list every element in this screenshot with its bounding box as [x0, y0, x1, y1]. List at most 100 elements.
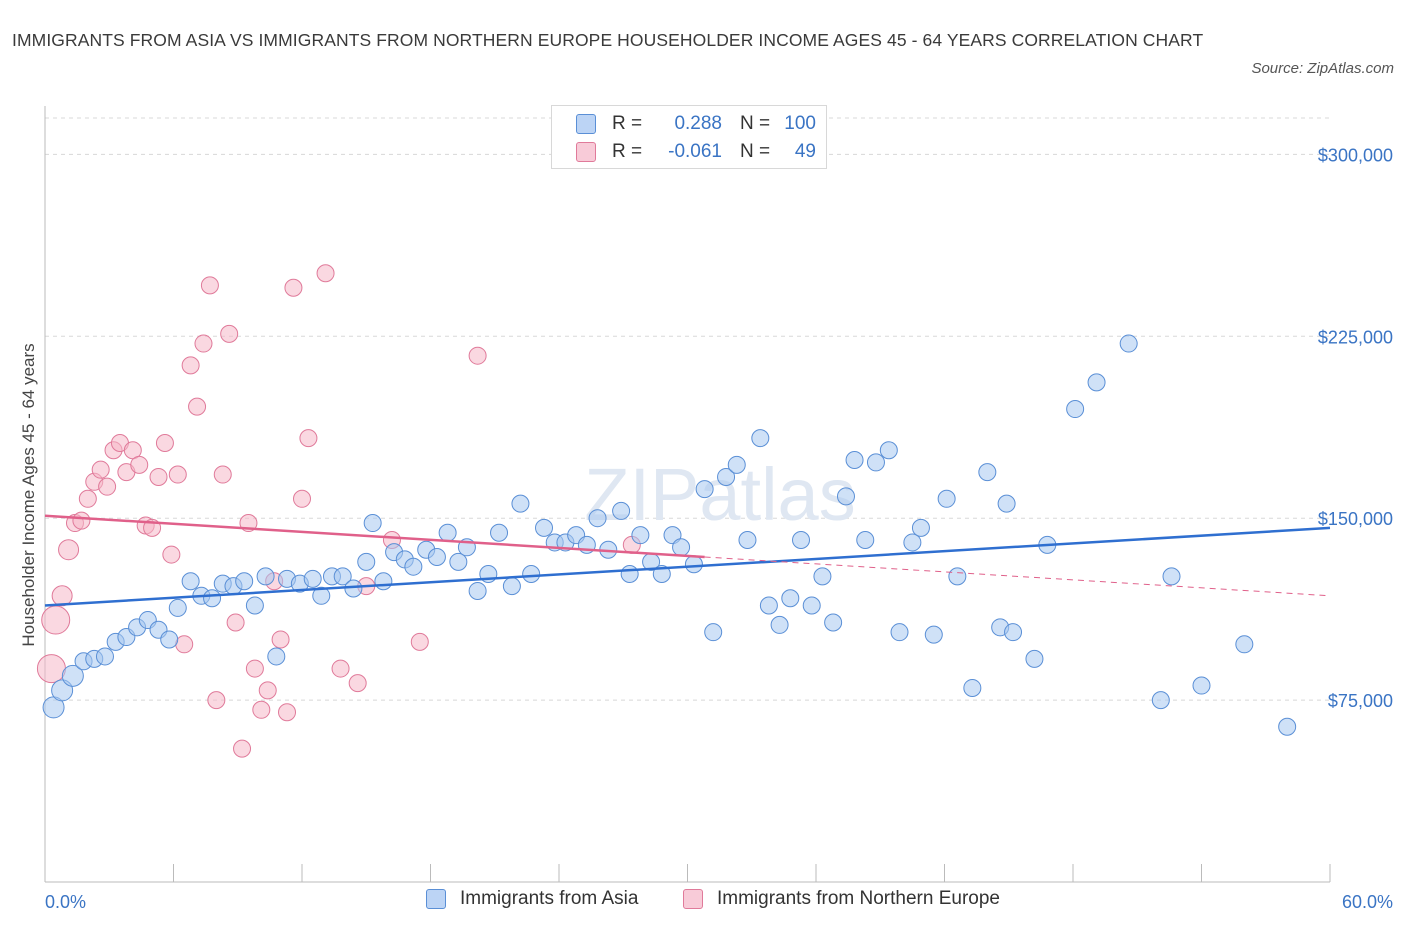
asia-point: [704, 623, 723, 642]
northern-europe-point: [168, 465, 187, 484]
y-axis-label: Householder Income Ages 45 - 64 years: [19, 343, 38, 646]
asia-point: [770, 615, 789, 634]
r-label: R =: [612, 141, 643, 162]
watermark: ZIPatlas: [584, 453, 855, 536]
northern-europe-point: [149, 467, 168, 486]
asia-point: [1025, 649, 1044, 668]
asia-point: [948, 567, 967, 586]
asia-point: [449, 552, 468, 571]
asia-point: [344, 579, 363, 598]
northern-europe-point: [207, 691, 226, 710]
asia-point: [357, 552, 376, 571]
asia-point: [924, 625, 943, 644]
asia-point: [333, 567, 352, 586]
asia-swatch: [576, 114, 596, 134]
axes: [44, 106, 1331, 883]
asia-point: [727, 455, 746, 474]
asia-point: [963, 678, 982, 697]
legend-item-northern-europe: Immigrants from Northern Europe: [683, 888, 1000, 910]
northern-europe-point: [245, 659, 264, 678]
northern-europe-swatch: [683, 889, 703, 909]
asia-point: [620, 564, 639, 583]
northern-europe-point: [181, 356, 200, 375]
asia-trend-line: [44, 526, 1331, 607]
asia-point: [1119, 334, 1138, 353]
northern-europe-point: [213, 465, 232, 484]
asia-point: [890, 623, 909, 642]
grid-lines: [45, 117, 1330, 701]
northern-europe-point: [331, 659, 350, 678]
n-label: N =: [740, 141, 771, 162]
asia-point: [836, 487, 855, 506]
asia-point: [759, 596, 778, 615]
northern-europe-point: [220, 324, 239, 343]
x-tick-label: 0.0%: [45, 892, 86, 912]
n-label: N =: [740, 113, 771, 134]
asia-point: [61, 664, 84, 687]
asia-point: [588, 509, 607, 528]
asia-point: [181, 572, 200, 591]
asia-point: [856, 531, 875, 550]
asia-point: [997, 494, 1016, 513]
asia-point: [751, 429, 770, 448]
asia-point: [1162, 567, 1181, 586]
northern-europe-point: [41, 605, 71, 635]
y-tick-label: $300,000: [1318, 145, 1393, 165]
asia-point: [792, 531, 811, 550]
trend-lines: [44, 514, 1331, 607]
asia-point: [738, 531, 757, 550]
series-legend: Immigrants from Asia Immigrants from Nor…: [0, 888, 1406, 916]
legend-label: Immigrants from Northern Europe: [717, 888, 1000, 909]
correlation-legend: R = 0.288 N = 100 R = -0.061 N = 49: [551, 105, 827, 169]
northern-europe-point: [175, 635, 194, 654]
legend-row-asia: R = 0.288 N = 100: [576, 110, 816, 138]
northern-europe-point: [36, 654, 66, 684]
northern-europe-point: [284, 278, 303, 297]
asia-point: [535, 518, 554, 537]
northern-europe-point: [348, 674, 367, 693]
asia-point: [267, 647, 286, 666]
asia-point: [781, 589, 800, 608]
northern-europe-point: [155, 434, 174, 453]
northern-europe-point: [78, 489, 97, 508]
x-tick-labels: 0.0% 60.0%: [45, 892, 1393, 912]
asia-point: [1066, 400, 1085, 419]
northern-europe-point: [299, 429, 318, 448]
source-label: Source: ZipAtlas.com: [1251, 60, 1394, 77]
asia-point: [717, 467, 736, 486]
asia-point: [427, 547, 446, 566]
northern-europe-point: [278, 703, 297, 722]
r-value: 0.288: [674, 113, 722, 134]
asia-point: [612, 501, 631, 520]
asia-point: [468, 581, 487, 600]
northern-europe-point: [130, 455, 149, 474]
asia-point: [631, 526, 650, 545]
northern-europe-point: [258, 681, 277, 700]
asia-point: [813, 567, 832, 586]
n-value: 100: [784, 113, 816, 134]
asia-point: [312, 586, 331, 605]
northern-europe-swatch: [576, 142, 596, 162]
northern-europe-point: [72, 511, 91, 530]
asia-point: [824, 613, 843, 632]
asia-point: [256, 567, 275, 586]
asia-point: [911, 518, 930, 537]
legend-label: Immigrants from Asia: [460, 888, 639, 909]
asia-point: [168, 598, 187, 617]
asia-point: [1235, 635, 1254, 654]
asia-point: [203, 589, 222, 608]
legend-row-northern-europe: R = -0.061 N = 49: [576, 138, 816, 166]
northern-europe-points: [36, 264, 641, 758]
asia-point: [245, 596, 264, 615]
x-tick-label: 60.0%: [1342, 892, 1393, 912]
northern-europe-point: [410, 632, 429, 651]
northern-europe-point: [293, 489, 311, 508]
asia-point: [160, 630, 179, 649]
northern-europe-point: [226, 613, 245, 632]
asia-point: [1004, 623, 1023, 642]
asia-point: [511, 494, 530, 513]
asia-point: [235, 572, 254, 591]
northern-europe-point: [58, 539, 80, 561]
asia-point: [95, 647, 114, 666]
